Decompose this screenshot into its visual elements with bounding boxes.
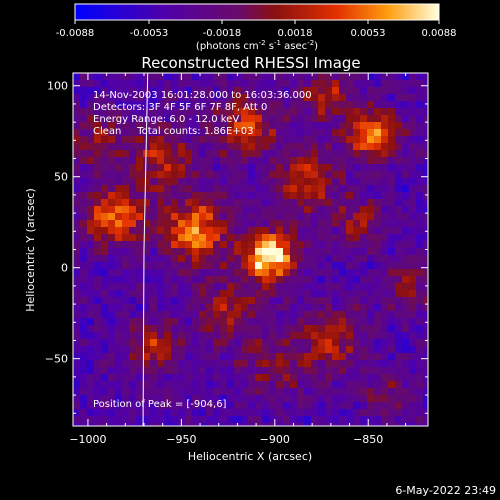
axes: −1000 −950 −900 −850 −50 0 50 100 [45,73,428,446]
annotation-counts: Clean Total counts: 1.86E+03 [93,126,253,137]
colorbar-tick-label: -0.0088 [56,28,95,39]
chart-title: Reconstructed RHESSI Image [141,54,360,72]
x-tick-label: −900 [260,433,290,446]
x-tick-label: −1000 [69,433,106,446]
peak-position-label: Position of Peak = [-904,6] [93,399,227,410]
y-tick-label: 0 [61,262,68,275]
limb-line [142,72,149,427]
colorbar-tick-label: 0.0053 [351,28,386,39]
heatmap-image [73,73,428,426]
colorbar-tick-label: 0.0018 [278,28,313,39]
colorbar [75,4,439,20]
x-tick-label: −950 [166,433,196,446]
colorbar-tick-label: -0.0053 [130,28,169,39]
annotation-detectors: Detectors: 3F 4F 5F 6F 7F 8F, Att 0 [93,102,267,113]
colorbar-ticks: -0.0088 -0.0053 -0.0018 0.0018 0.0053 0.0088 [56,20,457,39]
footer-timestamp: 6-May-2022 23:49 [395,484,496,497]
colorbar-unit-label: (photons cm-2 s-1 asec-2) [196,39,318,52]
y-tick-label: 100 [47,80,68,93]
annotation-energy-range: Energy Range: 6.0 - 12.0 keV [93,114,239,125]
annotation-time-range: 14-Nov-2003 16:01:28.000 to 16:03:36.000 [93,90,312,101]
colorbar-tick-label: -0.0018 [203,28,242,39]
y-axis-label: Heliocentric Y (arcsec) [24,188,37,312]
x-tick-label: −850 [353,433,383,446]
y-tick-label: −50 [45,353,68,366]
annotation-block: 14-Nov-2003 16:01:28.000 to 16:03:36.000… [93,90,312,137]
y-tick-label: 50 [54,171,68,184]
colorbar-tick-label: 0.0088 [422,28,457,39]
x-axis-label: Heliocentric X (arcsec) [188,450,312,463]
